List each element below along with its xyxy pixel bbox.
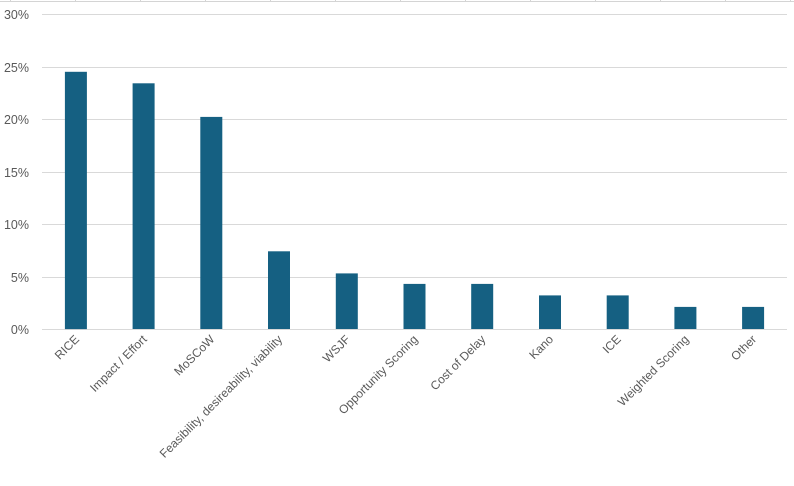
bar xyxy=(742,306,765,329)
x-tick-label: Feasibility, desireability, viability xyxy=(157,332,285,460)
x-tick-label: RICE xyxy=(52,332,82,362)
bar xyxy=(403,283,426,329)
y-tick-label: 5% xyxy=(11,271,29,285)
y-tick-label: 30% xyxy=(4,8,29,22)
bar xyxy=(674,306,697,329)
y-axis: 0% 5% 10% 15% 20% 25% 30% xyxy=(4,8,29,337)
y-tick-label: 10% xyxy=(4,218,29,232)
bar xyxy=(200,116,223,330)
y-tick-label: 0% xyxy=(11,323,29,337)
spreadsheet-cell-gridlines xyxy=(0,0,794,2)
bar-series xyxy=(64,71,765,330)
x-tick-label: WSJF xyxy=(320,332,353,365)
bar xyxy=(132,83,155,329)
bar xyxy=(268,251,290,329)
x-tick-label: Weighted Scoring xyxy=(615,332,692,409)
bar xyxy=(335,273,358,329)
x-tick-label: Cost of Delay xyxy=(428,332,489,393)
y-tick-label: 15% xyxy=(4,166,29,180)
bar xyxy=(606,295,629,329)
x-tick-label: Kano xyxy=(526,332,556,362)
y-tick-label: 20% xyxy=(4,113,29,127)
x-tick-label: Other xyxy=(728,332,759,363)
x-tick-label: MoSCoW xyxy=(171,332,218,379)
bar xyxy=(64,71,87,330)
y-gridlines xyxy=(42,14,787,330)
x-tick-label: ICE xyxy=(600,332,624,356)
bar xyxy=(539,295,561,329)
bar xyxy=(471,283,494,329)
y-tick-label: 25% xyxy=(4,61,29,75)
x-tick-label: Impact / Effort xyxy=(87,332,150,395)
